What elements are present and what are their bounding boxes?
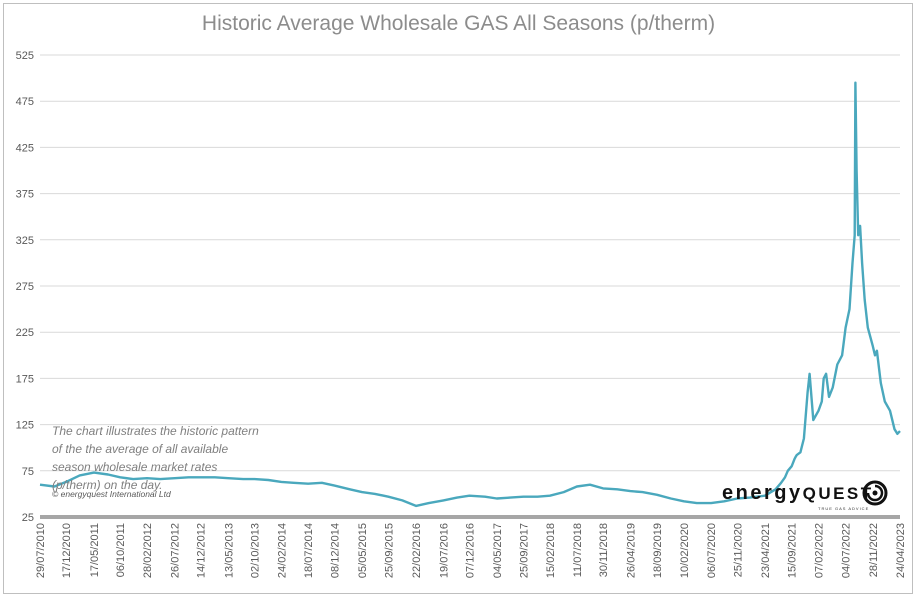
x-tick-label: 28/02/2012 [142,523,154,578]
x-tick-label: 28/11/2022 [868,523,880,577]
y-tick-label: 475 [16,96,34,108]
x-tick-label: 25/11/2020 [732,523,744,577]
chart-title: Historic Average Wholesale GAS All Seaso… [201,12,716,35]
x-tick-label: 30/11/2018 [598,523,610,577]
copyright-text: © energyquest International Ltd [52,489,171,499]
annotation-line: of the the average of all available [52,442,229,456]
x-tick-label: 25/09/2015 [383,523,395,578]
x-tick-label: 02/10/2013 [250,523,262,578]
x-tick-label: 18/09/2019 [652,523,664,578]
x-tick-label: 17/05/2011 [89,523,101,577]
annotation-line: (p/therm) on the day. [52,478,163,492]
brand-tagline: TRUE GAS ADVICE [818,506,870,511]
y-tick-label: 325 [16,235,34,247]
annotation-line: season wholesale market rates [52,460,218,474]
x-tick-label: 06/10/2011 [115,523,127,577]
brand-name: energyQUEST [722,482,874,505]
swirl-logo-icon [862,480,888,506]
y-tick-label: 175 [16,373,34,385]
y-tick-label: 125 [16,420,34,432]
gridlines [40,54,900,518]
brand-name-part: QUEST [802,484,874,503]
x-tick-label: 08/12/2014 [329,523,341,578]
brand-logo-block: energyQUEST TRUE GAS ADVICE [722,480,890,514]
x-tick-label: 29/07/2010 [35,523,47,578]
x-tick-label: 04/07/2022 [841,523,853,578]
x-tick-label: 18/07/2014 [303,523,315,578]
y-tick-label: 425 [16,142,34,154]
x-tick-label: 17/12/2010 [61,523,73,578]
y-tick-label: 75 [22,466,34,478]
x-tick-label: 26/04/2019 [625,523,637,578]
x-tick-label: 22/02/2016 [411,523,423,578]
x-tick-label: 19/07/2016 [438,523,450,578]
x-tick-label: 07/12/2016 [464,523,476,578]
x-tick-label: 23/04/2021 [760,523,772,578]
y-tick-label: 525 [16,50,34,62]
brand-name-part: energy [722,482,803,504]
x-tick-label: 14/12/2012 [196,523,208,578]
y-tick-label: 275 [16,281,34,293]
y-tick-label: 225 [16,327,34,339]
x-tick-label: 10/02/2020 [679,523,691,578]
x-tick-label: 04/05/2017 [492,523,504,578]
x-tick-label: 07/02/2022 [813,523,825,578]
y-axis-ticks: 25 75 125 175 225 275 325 375 425 475 525 [16,50,34,524]
series-line [39,81,901,508]
y-tick-label: 375 [16,189,34,201]
x-tick-label: 13/05/2013 [223,523,235,578]
x-tick-label: 15/09/2021 [787,523,799,578]
x-tick-label: 26/07/2012 [170,523,182,578]
annotation-line: The chart illustrates the historic patte… [52,424,259,438]
x-tick-label: 06/07/2020 [706,523,718,578]
x-tick-label: 11/07/2018 [572,523,584,577]
chart-annotation: The chart illustrates the historic patte… [52,422,312,494]
x-axis-ticks: 29/07/2010 17/12/2010 17/05/2011 06/10/2011… [35,523,907,578]
x-tick-label: 24/04/2023 [895,523,907,578]
x-tick-label: 24/02/2014 [276,523,288,578]
x-tick-label: 15/02/2018 [545,523,557,578]
y-tick-label: 25 [22,512,34,524]
x-tick-label: 05/05/2015 [357,523,369,578]
x-tick-label: 25/09/2017 [518,523,530,578]
